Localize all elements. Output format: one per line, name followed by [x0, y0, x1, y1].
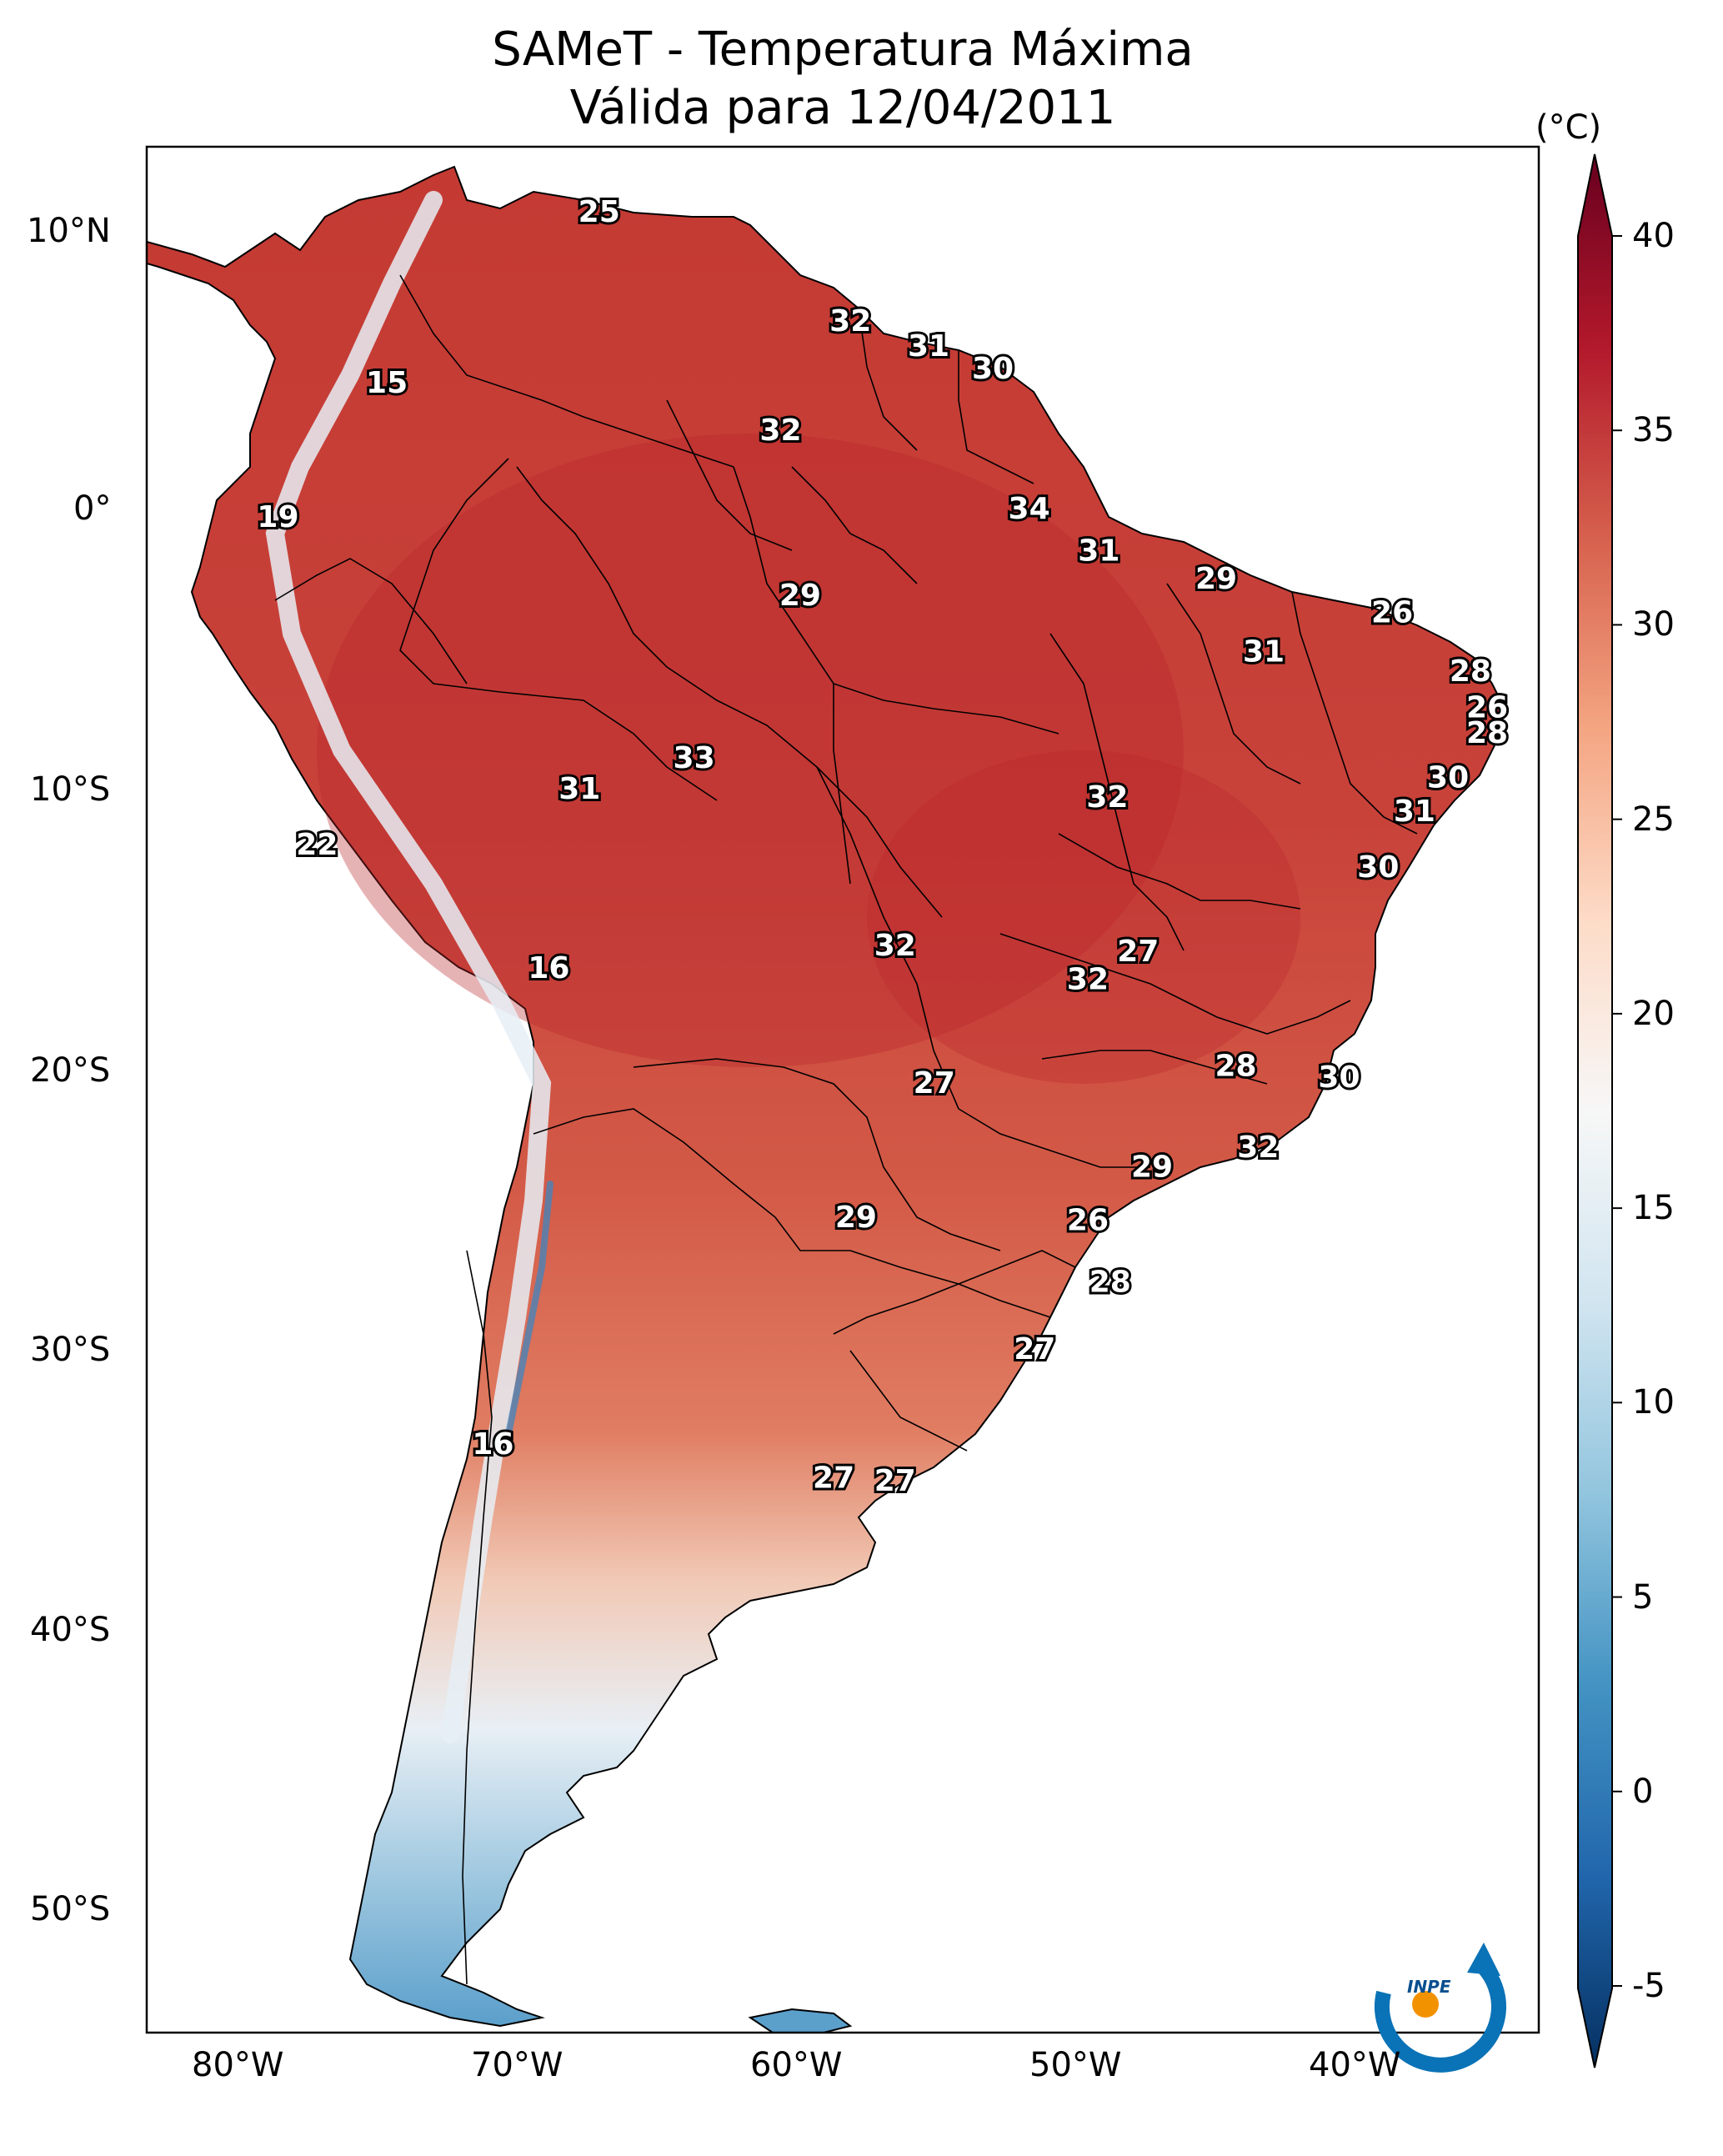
land-area [147, 165, 1506, 2033]
station-label: 16 [472, 1427, 513, 1462]
station-label: 30 [1357, 850, 1399, 885]
station-label: 31 [558, 772, 600, 806]
map-subtitle: Válida para 12/04/2011 [569, 81, 1116, 135]
station-label: 28 [1215, 1050, 1256, 1084]
station-label: 27 [1014, 1332, 1055, 1366]
logo-swoosh [1375, 1962, 1506, 2073]
colorbar-unit: (°C) [1535, 108, 1602, 147]
colorbar-tick-label: 30 [1632, 605, 1675, 644]
station-label: 32 [1086, 780, 1128, 815]
heat-core [317, 434, 1184, 1067]
inpe-logo: INPE [1375, 1943, 1506, 2073]
lon-label-50w: 50°W [1029, 2046, 1122, 2084]
colorbar-tick-label: 20 [1632, 994, 1675, 1033]
station-label: 28 [1089, 1265, 1131, 1299]
station-label: 31 [1078, 534, 1119, 568]
station-label: 34 [1009, 492, 1050, 526]
colorbar-tick-label: 35 [1632, 411, 1675, 450]
station-label: 26 [1371, 595, 1413, 629]
borders [274, 274, 1418, 1985]
colorbar-tick-label: 10 [1632, 1383, 1675, 1422]
station-label: 29 [779, 579, 821, 613]
station-label: 27 [874, 1464, 916, 1498]
logo-arrow [1467, 1943, 1500, 1976]
station-label: 29 [1131, 1151, 1173, 1185]
map-title: SAMeT - Temperatura Máxima [492, 23, 1194, 77]
station-label: 28 [1466, 716, 1508, 750]
station-label: 30 [1318, 1060, 1360, 1095]
lat-label-50s: 50°S [30, 1890, 111, 1928]
station-label: 32 [1237, 1131, 1279, 1165]
lat-label-10n: 10°N [27, 212, 111, 250]
colorbar-tick-label: 5 [1632, 1577, 1654, 1617]
station-label: 33 [674, 741, 715, 775]
station-label: 31 [908, 329, 949, 364]
logo-text: INPE [1407, 1977, 1451, 1997]
station-label: 30 [972, 352, 1014, 386]
station-label: 27 [813, 1462, 854, 1496]
map-frame [145, 145, 1540, 2034]
falkland-islands [748, 2008, 853, 2033]
colorbar-tick-label: 40 [1632, 217, 1675, 255]
station-label: 32 [874, 929, 916, 963]
lon-label-70w: 70°W [471, 2046, 563, 2084]
lat-label-20s: 20°S [30, 1051, 111, 1090]
station-label: 30 [1427, 761, 1469, 795]
station-label: 31 [1394, 795, 1435, 829]
colorbar-tick-label: 0 [1632, 1772, 1654, 1811]
lon-label-80w: 80°W [192, 2046, 284, 2084]
station-label: 25 [579, 195, 620, 229]
station-label: 29 [835, 1201, 877, 1235]
south-america-landmass [147, 165, 1506, 2028]
station-label: 22 [296, 828, 338, 862]
station-label: 32 [1067, 962, 1109, 996]
lon-label-60w: 60°W [750, 2046, 843, 2084]
andes-cool-band [265, 191, 552, 1743]
station-label: 27 [914, 1066, 955, 1101]
station-label: 26 [1067, 1203, 1109, 1237]
colorbar-tick-label: -5 [1632, 1967, 1665, 2005]
station-label: 29 [1195, 562, 1237, 596]
lat-label-40s: 40°S [30, 1611, 111, 1649]
station-label: 28 [1450, 654, 1491, 689]
station-label: 32 [759, 414, 801, 448]
station-label: 32 [829, 304, 871, 338]
station-label: 16 [528, 951, 569, 985]
station-label: 15 [366, 366, 408, 400]
andes-cold-core [505, 1181, 553, 1437]
station-label: 31 [1243, 634, 1285, 669]
colorbar [1577, 153, 1622, 2068]
lon-label-40w: 40°W [1309, 2046, 1401, 2084]
station-label: 26 [1466, 691, 1508, 725]
lat-label-10s: 10°S [30, 770, 111, 809]
station-label: 27 [1117, 935, 1159, 969]
station-label: 19 [257, 500, 298, 534]
lat-label-30s: 30°S [30, 1331, 111, 1369]
lat-label-0: 0° [73, 489, 112, 528]
colorbar-body [1577, 153, 1613, 2068]
logo-sun [1412, 1991, 1439, 2018]
heat-core-east [867, 750, 1300, 1084]
colorbar-tick-label: 15 [1632, 1189, 1675, 1228]
colorbar-tick-label: 25 [1632, 800, 1675, 839]
